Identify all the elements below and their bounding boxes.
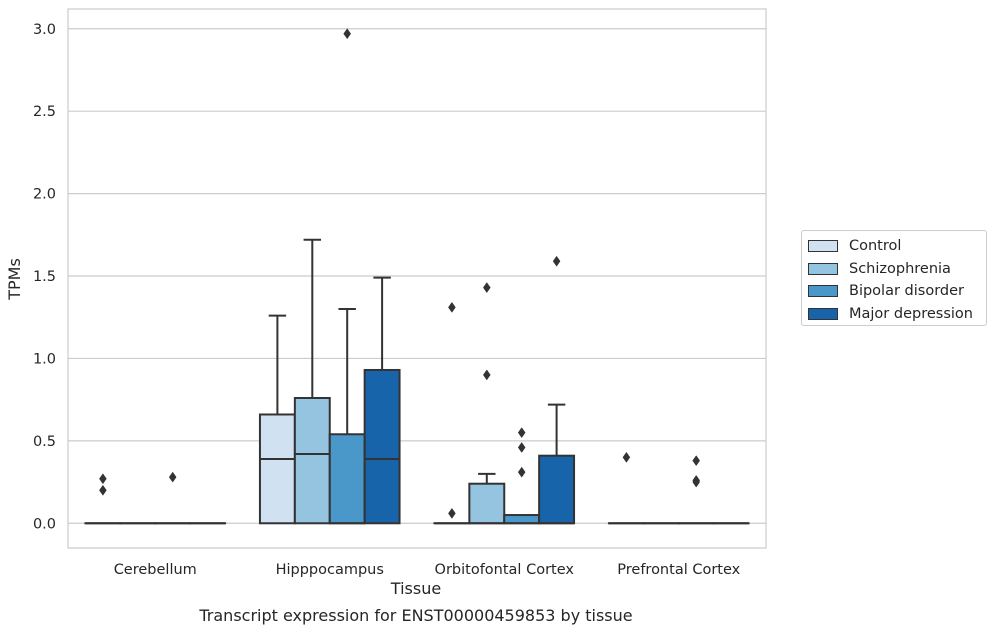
- box: [503, 514, 541, 525]
- x-axis-ticks: Cerebellum Hipppocampus Orbitofontal Corte…: [114, 562, 741, 578]
- y-tick-label: 1.0: [33, 351, 56, 367]
- box-group: [328, 28, 366, 525]
- y-axis-ticks: 0.0 0.5 1.0 1.5 2.0 2.5 3.0: [33, 22, 56, 532]
- box-group: [433, 301, 471, 525]
- outlier-point: [448, 507, 456, 519]
- y-tick-label: 0.5: [33, 434, 56, 450]
- outlier-point: [517, 466, 526, 478]
- box-plot-series: [84, 28, 750, 525]
- box-group: [538, 255, 576, 525]
- box-group: [503, 427, 541, 525]
- box-group: [154, 471, 192, 525]
- box: [468, 482, 506, 525]
- legend-label: Schizophrenia: [849, 260, 951, 277]
- legend-label: Bipolar disorder: [849, 283, 964, 300]
- outlier-point: [517, 427, 526, 439]
- outlier-point: [552, 255, 561, 267]
- box-group: [468, 282, 506, 525]
- box: [328, 433, 366, 525]
- outlier-point: [99, 484, 107, 496]
- box-group: [84, 473, 122, 525]
- y-tick-label: 1.5: [33, 269, 56, 285]
- figure-caption: Transcript expression for ENST0000045985…: [199, 606, 633, 625]
- y-tick-label: 3.0: [33, 22, 56, 38]
- x-tick-label: Hipppocampus: [276, 562, 384, 578]
- x-tick-label: Orbitofontal Cortex: [435, 562, 575, 578]
- x-tick-label: Cerebellum: [114, 562, 197, 578]
- box: [293, 397, 331, 525]
- box-group: [677, 455, 715, 525]
- legend-label: Control: [849, 238, 902, 255]
- box-group: [363, 276, 401, 525]
- outlier-point: [692, 455, 701, 467]
- x-axis-label: Tissue: [390, 579, 441, 598]
- outlier-point: [448, 301, 456, 313]
- legend-swatch: [808, 285, 838, 298]
- legend-label: Major depression: [849, 305, 973, 322]
- outlier-point: [622, 451, 631, 463]
- y-tick-label: 2.0: [33, 187, 56, 203]
- legend-item: Bipolar disorder: [808, 280, 986, 303]
- outlier-point: [692, 474, 701, 486]
- legend-item: Schizophrenia: [808, 258, 986, 281]
- grid-lines: [68, 28, 766, 524]
- legend-swatch: [808, 262, 838, 275]
- plot-area-frame: [67, 8, 767, 549]
- y-axis-label: TPMs: [5, 258, 24, 301]
- chart-legend: Control Schizophrenia Bipolar disorder Majo…: [801, 230, 987, 326]
- legend-item: Control: [808, 235, 986, 258]
- legend-swatch: [808, 307, 838, 320]
- box: [258, 413, 296, 525]
- legend-swatch: [808, 240, 838, 253]
- y-tick-label: 0.0: [33, 516, 56, 532]
- outlier-point: [168, 471, 177, 483]
- box: [363, 368, 401, 525]
- box: [538, 454, 576, 525]
- box-group: [258, 314, 296, 525]
- x-tick-label: Prefrontal Cortex: [617, 562, 740, 578]
- y-tick-label: 2.5: [33, 104, 56, 120]
- box-group: [293, 238, 331, 525]
- outlier-point: [517, 442, 526, 453]
- outlier-point: [482, 369, 491, 381]
- outlier-point: [343, 28, 352, 40]
- outlier-point: [482, 282, 491, 294]
- box-group: [607, 451, 645, 525]
- legend-item: Major depression: [808, 303, 986, 326]
- outlier-point: [99, 473, 107, 485]
